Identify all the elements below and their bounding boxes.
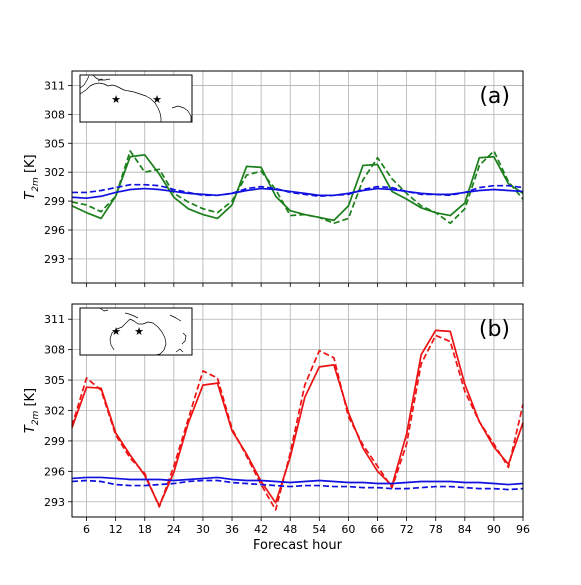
y-tick-label: 296 bbox=[44, 224, 65, 237]
coastline-icon bbox=[175, 348, 184, 353]
series-line-3 bbox=[71, 476, 524, 486]
inset-map-australia: ★ ★ bbox=[79, 307, 193, 356]
series-line-2 bbox=[71, 334, 524, 511]
panel-b: 6 12 18 24 30 36 42 48 54 60 66 72 78 84 90 96 293 296 299… bbox=[23, 303, 530, 553]
coastline-icon bbox=[79, 75, 90, 89]
y-tick-label: 299 bbox=[44, 195, 65, 208]
series-line-4 bbox=[72, 183, 524, 198]
x-tick-label: 12 bbox=[109, 523, 123, 536]
coastline-icon bbox=[79, 82, 162, 122]
x-tick-label: 48 bbox=[283, 523, 297, 536]
star-marker-icon: ★ bbox=[111, 325, 121, 338]
panel-label: (b) bbox=[479, 317, 510, 342]
plot-frame bbox=[71, 70, 524, 284]
x-tick-label: 42 bbox=[254, 523, 268, 536]
coastline-icon bbox=[109, 318, 131, 351]
x-tick-label: 24 bbox=[167, 523, 181, 536]
coastline-icon bbox=[99, 307, 109, 312]
x-tick-label: 84 bbox=[458, 523, 472, 536]
y-tick-label: 311 bbox=[44, 313, 65, 326]
x-tick-label: 54 bbox=[312, 523, 326, 536]
x-tick-label: 72 bbox=[400, 523, 414, 536]
y-axis-label: T2m [K] bbox=[23, 154, 41, 199]
x-tick-label: 78 bbox=[429, 523, 443, 536]
inset-frame bbox=[79, 74, 193, 123]
coastline-icon bbox=[181, 332, 187, 345]
inset-frame bbox=[79, 307, 193, 356]
inset-map-south-america: ★ ★ bbox=[79, 74, 193, 123]
x-axis-label: Forecast hour bbox=[253, 538, 343, 553]
star-marker-icon: ★ bbox=[152, 93, 162, 106]
x-tick-label: 36 bbox=[225, 523, 239, 536]
y-tick-label: 302 bbox=[44, 166, 65, 179]
y-tick-label: 293 bbox=[44, 496, 65, 509]
coastline-icon bbox=[124, 312, 139, 319]
y-tick-label: 305 bbox=[44, 137, 65, 150]
y-tick-label: 308 bbox=[44, 344, 65, 357]
x-tick-label: 30 bbox=[196, 523, 210, 536]
y-tick-label: 296 bbox=[44, 465, 65, 478]
series-line-2 bbox=[71, 150, 524, 225]
series-line-4 bbox=[71, 479, 524, 491]
x-tick-label: 18 bbox=[138, 523, 152, 536]
x-tick-label: 60 bbox=[341, 523, 355, 536]
x-tick-label: 6 bbox=[83, 523, 90, 536]
x-tick-label: 90 bbox=[487, 523, 501, 536]
y-tick-label: 299 bbox=[44, 435, 65, 448]
coastline-icon bbox=[171, 105, 192, 122]
coastline-icon bbox=[169, 314, 182, 322]
x-tick-label: 96 bbox=[516, 523, 530, 536]
y-tick-label: 308 bbox=[44, 108, 65, 121]
star-marker-icon: ★ bbox=[111, 93, 121, 106]
y-tick-label: 311 bbox=[44, 79, 65, 92]
panel-label: (a) bbox=[479, 84, 510, 109]
star-marker-icon: ★ bbox=[134, 325, 144, 338]
coastline-icon bbox=[97, 78, 104, 82]
y-axis-label: T2m [K] bbox=[23, 388, 41, 433]
series-line-1 bbox=[71, 153, 524, 222]
coastline-icon bbox=[129, 318, 167, 356]
x-tick-label: 66 bbox=[371, 523, 385, 536]
y-tick-label: 293 bbox=[44, 253, 65, 266]
y-tick-label: 305 bbox=[44, 374, 65, 387]
y-tick-label: 302 bbox=[44, 405, 65, 418]
